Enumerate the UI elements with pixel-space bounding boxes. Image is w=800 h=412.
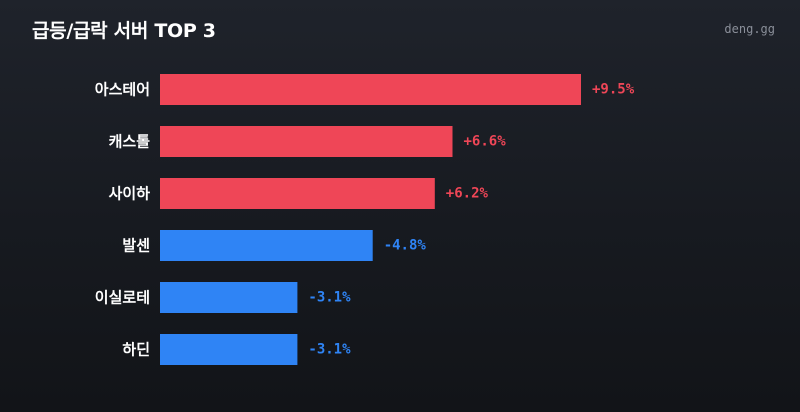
value-label-1: +6.6% [464, 134, 507, 150]
bar-5 [160, 334, 298, 365]
category-label-3: 발센 [122, 237, 150, 255]
category-label-4: 이실로테 [95, 289, 150, 307]
bar-2 [160, 178, 435, 209]
value-label-4: -3.1% [308, 290, 351, 306]
value-label-2: +6.2% [446, 186, 489, 202]
bar-3 [160, 230, 373, 261]
bar-4 [160, 282, 298, 313]
category-label-0: 아스테어 [95, 81, 150, 99]
value-label-5: -3.1% [308, 342, 351, 358]
brand-watermark: deng.gg [724, 22, 775, 36]
bar-0 [160, 74, 581, 105]
bar-1 [160, 126, 453, 157]
category-label-1: 캐스톨 [109, 133, 151, 151]
category-label-5: 하딘 [122, 341, 150, 359]
category-label-2: 사이하 [109, 185, 151, 203]
chart-title: 급등/급락 서버 TOP 3 [32, 20, 216, 42]
value-label-0: +9.5% [592, 82, 635, 98]
value-label-3: -4.8% [384, 238, 427, 254]
